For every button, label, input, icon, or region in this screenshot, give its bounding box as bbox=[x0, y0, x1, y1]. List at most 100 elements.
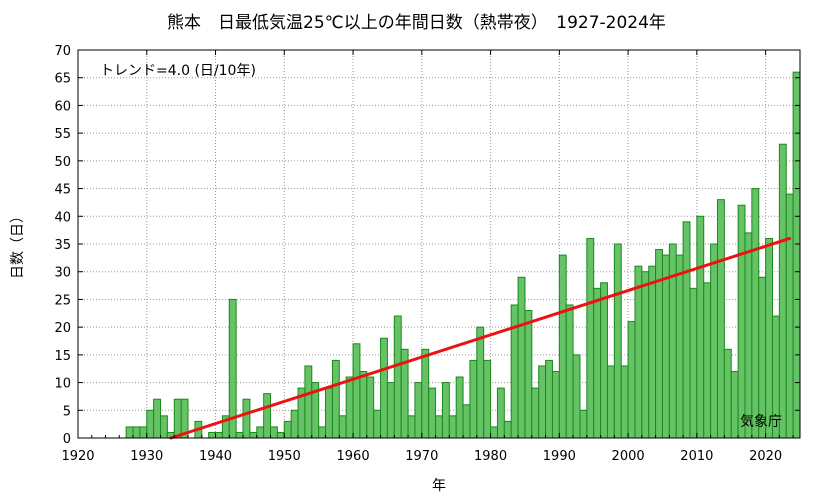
bar-2011 bbox=[703, 282, 712, 439]
bar-1996 bbox=[600, 282, 608, 439]
bar-2008 bbox=[682, 221, 691, 439]
bar-2007 bbox=[675, 254, 684, 439]
y-tick-label: 20 bbox=[54, 321, 71, 336]
bar-1978 bbox=[476, 326, 485, 439]
tick-labels: 0 5 10 15 20 25 30 35 40 45 50 55 60 65 70 1920 1930 1940… bbox=[54, 44, 782, 464]
chart-title: 熊本 日最低気温25℃以上の年間日数（熱帯夜） 1927-2024年 bbox=[167, 13, 666, 33]
x-tick-label: 2010 bbox=[680, 449, 713, 464]
bar-1949 bbox=[276, 431, 285, 439]
bar-2001 bbox=[634, 265, 643, 439]
bar-1940 bbox=[215, 431, 223, 439]
bar-1951 bbox=[290, 409, 299, 439]
bar-1970 bbox=[421, 348, 430, 439]
bar-2015 bbox=[730, 370, 739, 439]
bar-1979 bbox=[483, 359, 492, 439]
bar-1972 bbox=[435, 415, 443, 439]
bar-1943 bbox=[235, 431, 244, 439]
bar-1991 bbox=[565, 304, 574, 439]
bar-2002 bbox=[641, 271, 650, 439]
bar-1950 bbox=[283, 420, 292, 439]
bar-1964 bbox=[380, 337, 388, 439]
bar-1994 bbox=[586, 237, 595, 439]
bar-1934 bbox=[173, 398, 182, 439]
bar-1966 bbox=[393, 315, 402, 439]
x-tick-label: 2000 bbox=[612, 449, 645, 464]
bars bbox=[125, 71, 801, 439]
bar-2013 bbox=[716, 199, 725, 439]
bar-2020 bbox=[765, 237, 773, 439]
bar-1987 bbox=[538, 365, 547, 439]
bar-1989 bbox=[551, 370, 560, 439]
bar-2009 bbox=[689, 287, 698, 439]
y-tick-label: 50 bbox=[54, 155, 71, 170]
x-tick-label: 1940 bbox=[199, 449, 232, 464]
bar-1984 bbox=[517, 276, 526, 439]
x-tick-label: 1970 bbox=[405, 449, 438, 464]
bar-1945 bbox=[249, 431, 258, 439]
x-tick-label: 2020 bbox=[749, 449, 782, 464]
bar-1944 bbox=[242, 398, 251, 439]
y-tick-label: 60 bbox=[54, 99, 71, 114]
bar-2010 bbox=[696, 215, 705, 439]
bar-1969 bbox=[414, 382, 423, 439]
bar-1965 bbox=[386, 382, 395, 439]
x-tick-label: 1960 bbox=[337, 449, 370, 464]
bar-1960 bbox=[352, 343, 361, 439]
bar-1985 bbox=[524, 310, 533, 439]
bar-1982 bbox=[503, 420, 512, 439]
x-tick-label: 1980 bbox=[474, 449, 507, 464]
bar-1955 bbox=[318, 426, 327, 439]
y-tick-label: 0 bbox=[63, 432, 71, 447]
bar-1976 bbox=[462, 404, 471, 439]
bar-1948 bbox=[270, 426, 278, 439]
bar-1974 bbox=[448, 415, 457, 439]
bar-1959 bbox=[345, 376, 354, 439]
x-tick-label: 1950 bbox=[268, 449, 301, 464]
bar-2018 bbox=[751, 188, 760, 439]
bar-2017 bbox=[744, 232, 753, 439]
bar-1927 bbox=[125, 426, 134, 439]
y-tick-label: 45 bbox=[54, 183, 71, 198]
grid bbox=[78, 50, 800, 438]
y-tick-label: 30 bbox=[54, 266, 71, 281]
bar-1973 bbox=[441, 382, 450, 439]
bar-1946 bbox=[256, 426, 265, 439]
x-axis-title: 年 bbox=[432, 478, 446, 494]
y-tick-label: 15 bbox=[54, 349, 71, 364]
bar-1968 bbox=[407, 415, 416, 439]
bar-2004 bbox=[655, 249, 663, 439]
bar-2000 bbox=[627, 321, 636, 439]
source-annotation: 気象庁 bbox=[740, 414, 782, 430]
bar-1931 bbox=[153, 398, 162, 439]
bar-1957 bbox=[331, 359, 340, 439]
bar-2023 bbox=[785, 193, 794, 439]
bar-2003 bbox=[648, 265, 657, 439]
y-tick-label: 25 bbox=[54, 293, 71, 308]
y-tick-label: 65 bbox=[54, 72, 71, 87]
bar-1971 bbox=[428, 387, 437, 439]
y-tick-label: 5 bbox=[63, 404, 71, 419]
bar-1932 bbox=[160, 415, 168, 439]
bar-1947 bbox=[263, 393, 272, 439]
bar-1928 bbox=[132, 426, 141, 439]
bar-2006 bbox=[668, 243, 677, 439]
bar-1961 bbox=[359, 370, 368, 439]
bar-1953 bbox=[304, 365, 313, 439]
bar-2005 bbox=[661, 254, 670, 439]
bar-1986 bbox=[531, 387, 540, 439]
bar-1939 bbox=[208, 431, 217, 439]
bar-2012 bbox=[710, 243, 718, 439]
bar-1995 bbox=[593, 287, 602, 439]
bar-1980 bbox=[490, 426, 498, 439]
bar-1990 bbox=[558, 254, 567, 439]
trend-layer bbox=[169, 236, 792, 440]
y-axis-title: 日数（日） bbox=[10, 209, 26, 279]
y-tick-label: 55 bbox=[54, 127, 71, 142]
bar-1956 bbox=[325, 387, 333, 439]
bar-2016 bbox=[737, 204, 746, 439]
bar-1998 bbox=[613, 243, 622, 439]
bar-1929 bbox=[139, 426, 148, 439]
tick-marks bbox=[77, 49, 800, 439]
bar-1981 bbox=[496, 387, 505, 439]
